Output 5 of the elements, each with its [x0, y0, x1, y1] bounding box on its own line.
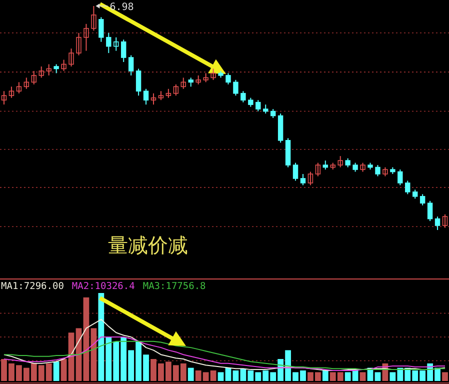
- text: 量减价减: [108, 233, 188, 257]
- text: MA1:7296.00: [1, 281, 64, 292]
- text: MA3:17756.8: [142, 281, 206, 292]
- annotation: 6.98: [110, 2, 134, 13]
- text: MA2:10326.4: [72, 281, 136, 292]
